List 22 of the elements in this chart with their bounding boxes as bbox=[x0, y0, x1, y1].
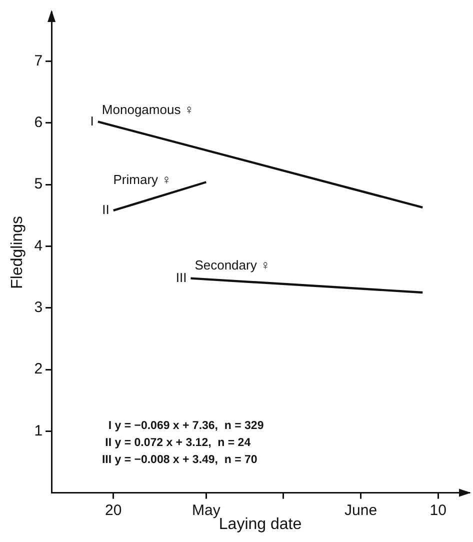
annotation: II bbox=[102, 202, 110, 218]
series-label: Secondary ♀ bbox=[194, 258, 270, 273]
x-axis-title: Laying date bbox=[218, 516, 302, 533]
x-tick-label: 20 bbox=[105, 502, 122, 519]
y-tick-label: 7 bbox=[34, 52, 43, 70]
series-label: Primary ♀ bbox=[113, 172, 172, 187]
annotation: III bbox=[176, 270, 187, 285]
y-tick-label: 5 bbox=[34, 176, 43, 193]
y-tick-label: 4 bbox=[34, 237, 43, 254]
y-axis-title: Fledglings bbox=[9, 216, 26, 289]
y-tick-label: 1 bbox=[34, 422, 43, 440]
x-tick-label: June bbox=[344, 502, 378, 519]
series-label: Monogamous ♀ bbox=[102, 102, 194, 117]
x-tick-label: May bbox=[192, 502, 221, 519]
annotation: I y = −0.069 x + 7.36, n = 329 bbox=[108, 420, 264, 432]
annotation: III y = −0.008 x + 3.49, n = 70 bbox=[102, 454, 258, 466]
annotation: I bbox=[90, 113, 94, 128]
y-tick-label: 3 bbox=[34, 299, 43, 316]
x-tick-label: 10 bbox=[430, 502, 446, 519]
y-tick-label: 2 bbox=[34, 360, 43, 378]
annotation: II y = 0.072 x + 3.12, n = 24 bbox=[105, 436, 252, 449]
y-tick-label: 6 bbox=[34, 114, 43, 132]
